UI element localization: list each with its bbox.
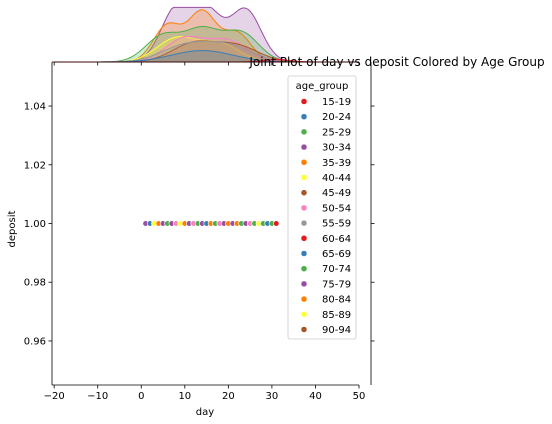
y-tick-label: 1.00 [24,219,46,230]
legend-label: 70-74 [322,264,351,275]
y-tick-label: 1.02 [24,160,46,171]
legend-title: age_group [296,81,349,92]
legend-label: 40-44 [322,173,351,184]
legend-label: 55-59 [322,219,351,230]
x-ticks: −20 −10 0 10 20 30 40 50 [44,385,366,402]
x-tick-label: 30 [266,391,279,402]
legend-marker [300,128,308,136]
legend-marker [300,98,308,105]
legend-label: 50-54 [322,203,351,214]
x-axis-label: day [196,407,214,418]
scatter-point [273,220,280,227]
legend-label: 45-49 [322,188,351,199]
legend-marker [300,174,308,181]
legend-label: 85-89 [322,310,351,321]
legend-marker [300,311,308,318]
x-tick-label: 50 [353,391,366,402]
legend-label: 75-79 [322,279,351,290]
y-axis-label: deposit [7,210,18,247]
legend-marker [300,189,308,196]
legend-marker [300,219,308,227]
marginal-x-ticks [53,62,360,66]
legend-label: 30-34 [322,143,351,154]
marginal-y-ticks [371,105,375,342]
x-tick-label: 0 [138,391,144,402]
legend-label: 20-24 [322,112,351,123]
y-tick-label: 0.96 [24,336,46,347]
legend-label: 60-64 [322,234,351,245]
legend-marker [300,326,308,333]
legend-label: 80-84 [322,295,351,306]
legend-label: 25-29 [322,127,351,138]
legend-label: 15-19 [322,97,351,108]
legend-marker [300,280,308,288]
legend-marker [300,250,308,257]
x-tick-label: −20 [44,391,65,402]
legend: age_group 15-19 20-24 25-29 30-34 35-39 40-44… [287,75,357,340]
scatter-points [142,220,280,227]
legend-items: 15-19 20-24 25-29 30-34 35-39 40-44 45-49 50-54… [300,97,351,336]
chart-title: Joint Plot of day vs deposit Colored by … [248,55,544,69]
legend-marker [300,113,308,120]
legend-label: 65-69 [322,249,351,260]
x-tick-label: −10 [87,391,108,402]
legend-frame [287,75,357,340]
legend-label: 90-94 [322,325,351,336]
x-tick-label: 20 [222,391,235,402]
legend-marker [300,159,308,166]
marginal-kde-x [54,6,359,63]
legend-marker [300,295,308,303]
legend-label: 35-39 [322,158,351,169]
scatter-axes: −20 −10 0 10 20 30 40 50 0.96 0.98 1.00 1.02 1.04 d… [7,62,365,418]
y-tick-label: 1.04 [24,102,46,113]
x-tick-label: 40 [309,391,322,402]
legend-marker [300,235,308,242]
legend-marker [300,204,308,212]
legend-marker [300,265,308,272]
legend-marker [300,143,308,151]
y-ticks: 0.96 0.98 1.00 1.02 1.04 [24,102,52,347]
x-tick-label: 10 [178,391,191,402]
y-tick-label: 0.98 [24,278,46,289]
